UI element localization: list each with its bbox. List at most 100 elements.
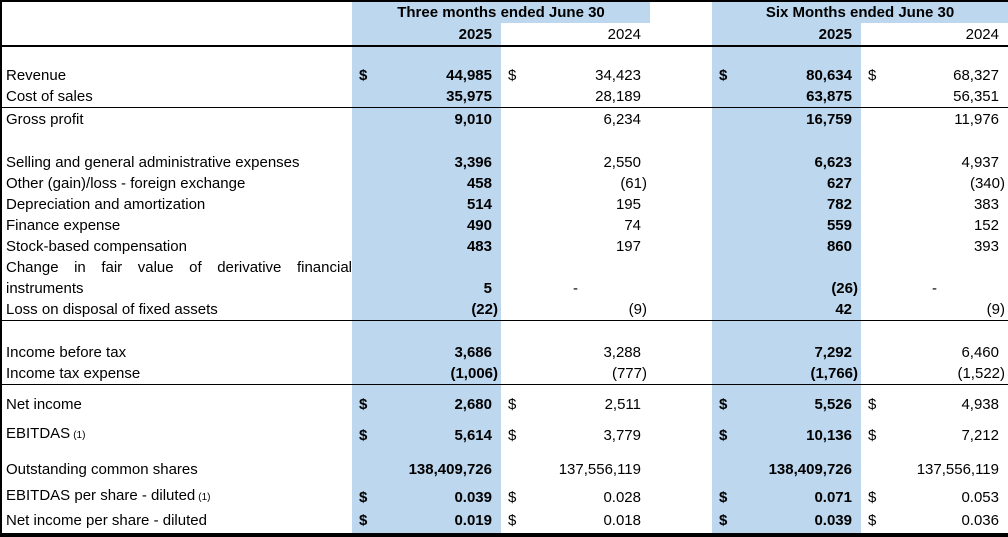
- table-row-depreciation-amortization: Depreciation and amortization 514 195 78…: [2, 194, 1008, 215]
- header-three-months: Three months ended June 30: [352, 2, 650, 23]
- header-spacer: [2, 23, 352, 45]
- dollar-sign: $: [868, 489, 877, 506]
- cell-value: 42: [835, 301, 852, 318]
- cell-value: 7,292: [814, 344, 852, 361]
- table-row-income-before-tax: Income before tax 3,686 3,288 7,292 6,46…: [2, 342, 1008, 363]
- header-s-2025: 2025: [712, 23, 861, 45]
- cell-value: 0.036: [961, 512, 999, 529]
- dollar-sign: $: [719, 396, 728, 413]
- cell-value: 6,460: [961, 344, 999, 361]
- cell-value: 5,614: [454, 427, 492, 444]
- cell-value: 5,526: [814, 396, 852, 413]
- cell-value: 152: [973, 217, 999, 234]
- row-label: EBITDAS: [6, 425, 71, 442]
- dollar-sign: $: [868, 396, 877, 413]
- row-label: Stock-based compensation: [6, 238, 187, 255]
- cell-value: (1,766): [810, 365, 858, 382]
- dollar-sign: $: [719, 489, 728, 506]
- cell-value: (22): [471, 301, 498, 318]
- table-row-stock-based-compensation: Stock-based compensation 483 197 860 393: [2, 236, 1008, 257]
- dollar-sign: $: [868, 512, 877, 529]
- dollar-sign: $: [508, 427, 517, 444]
- spacer-row: [2, 321, 1008, 342]
- cell-value: 2,511: [604, 396, 641, 413]
- row-label: Change in fair value of derivative finan…: [6, 259, 352, 276]
- cell-value: 458: [466, 175, 492, 192]
- cell-value: 197: [615, 238, 641, 255]
- row-label: EBITDAS per share - diluted: [6, 487, 196, 504]
- table-row-change-fair-value-line2: instruments 5 - (26) -: [2, 278, 1008, 299]
- cell-value: 393: [973, 238, 999, 255]
- cell-value: 2,550: [603, 154, 641, 171]
- cell-value: 559: [826, 217, 852, 234]
- row-label: Cost of sales: [6, 88, 93, 105]
- cell-value: 5: [483, 280, 492, 297]
- cell-value: (61): [620, 175, 647, 192]
- dollar-sign: $: [868, 67, 877, 84]
- dollar-sign: $: [719, 427, 728, 444]
- table-row-outstanding-shares: Outstanding common shares 138,409,726 13…: [2, 448, 1008, 486]
- cell-value: 0.018: [603, 512, 641, 529]
- header-six-months-label: Six Months ended June 30: [765, 4, 955, 21]
- row-label: Gross profit: [6, 111, 84, 128]
- cell-value: 138,409,726: [768, 461, 852, 478]
- cell-value: 9,010: [454, 111, 492, 128]
- year-label: 2024: [965, 26, 999, 43]
- dollar-sign: $: [359, 489, 368, 506]
- header-six-months: Six Months ended June 30: [712, 2, 1008, 23]
- spacer-row: [2, 130, 1008, 152]
- cell-value: 483: [466, 238, 492, 255]
- table-row-net-income-per-share: Net income per share - diluted $0.019 $0…: [2, 510, 1008, 533]
- dollar-sign: $: [508, 489, 517, 506]
- dollar-sign: $: [508, 396, 517, 413]
- cell-value: 3,779: [603, 427, 641, 444]
- row-label: Income before tax: [6, 344, 127, 361]
- table-row-revenue: Revenue $44,985 $34,423 $80,634 $68,327: [2, 65, 1008, 86]
- cell-value: -: [573, 280, 578, 297]
- row-label: Loss on disposal of fixed assets: [6, 301, 218, 318]
- cell-value: 514: [466, 196, 492, 213]
- cell-value: 0.019: [454, 512, 492, 529]
- dollar-sign: $: [359, 67, 368, 84]
- cell-value: 34,423: [595, 67, 641, 84]
- cell-value: 383: [973, 196, 999, 213]
- dollar-sign: $: [359, 512, 368, 529]
- table-row-change-fair-value-line1: Change in fair value of derivative finan…: [2, 257, 1008, 278]
- cell-value: 4,938: [961, 396, 999, 413]
- cell-value: 3,686: [454, 344, 492, 361]
- header-gap: [650, 2, 712, 23]
- header-q-2024: 2024: [501, 23, 650, 45]
- row-label: Net income per share - diluted: [6, 512, 207, 529]
- header-q-2025: 2025: [352, 23, 501, 45]
- row-label: Outstanding common shares: [6, 461, 198, 478]
- cell-value: 137,556,119: [916, 461, 999, 478]
- row-label: Other (gain)/loss - foreign exchange: [6, 175, 246, 192]
- cell-value: 11,976: [954, 111, 999, 128]
- cell-value: 2,680: [454, 396, 492, 413]
- table-row-ebitdas-per-share: EBITDAS per share - diluted (1) $0.039 $0…: [2, 486, 1008, 510]
- cell-value: 137,556,119: [558, 461, 641, 478]
- cell-value: 16,759: [806, 111, 852, 128]
- cell-value: 28,189: [595, 88, 641, 105]
- cell-value: 138,409,726: [408, 461, 492, 478]
- cell-value: 56,351: [953, 88, 999, 105]
- cell-value: 3,396: [454, 154, 492, 171]
- cell-value: 0.028: [603, 489, 641, 506]
- cell-value: (340): [969, 175, 1005, 192]
- dollar-sign: $: [359, 427, 368, 444]
- table-row-loss-on-disposal: Loss on disposal of fixed assets (22) (9…: [2, 299, 1008, 321]
- row-label: Revenue: [6, 67, 67, 84]
- cell-value: 44,985: [446, 67, 492, 84]
- footnote-marker: (1): [73, 430, 86, 441]
- cell-value: (9): [628, 301, 647, 318]
- dollar-sign: $: [868, 427, 877, 444]
- spacer-row: [2, 47, 1008, 65]
- dollar-sign: $: [719, 67, 728, 84]
- header-spacer: [2, 2, 352, 23]
- cell-value: 0.071: [814, 489, 852, 506]
- cell-value: 35,975: [446, 88, 492, 105]
- cell-value: 4,937: [961, 154, 999, 171]
- cell-value: 627: [826, 175, 852, 192]
- row-label: Finance expense: [6, 217, 121, 234]
